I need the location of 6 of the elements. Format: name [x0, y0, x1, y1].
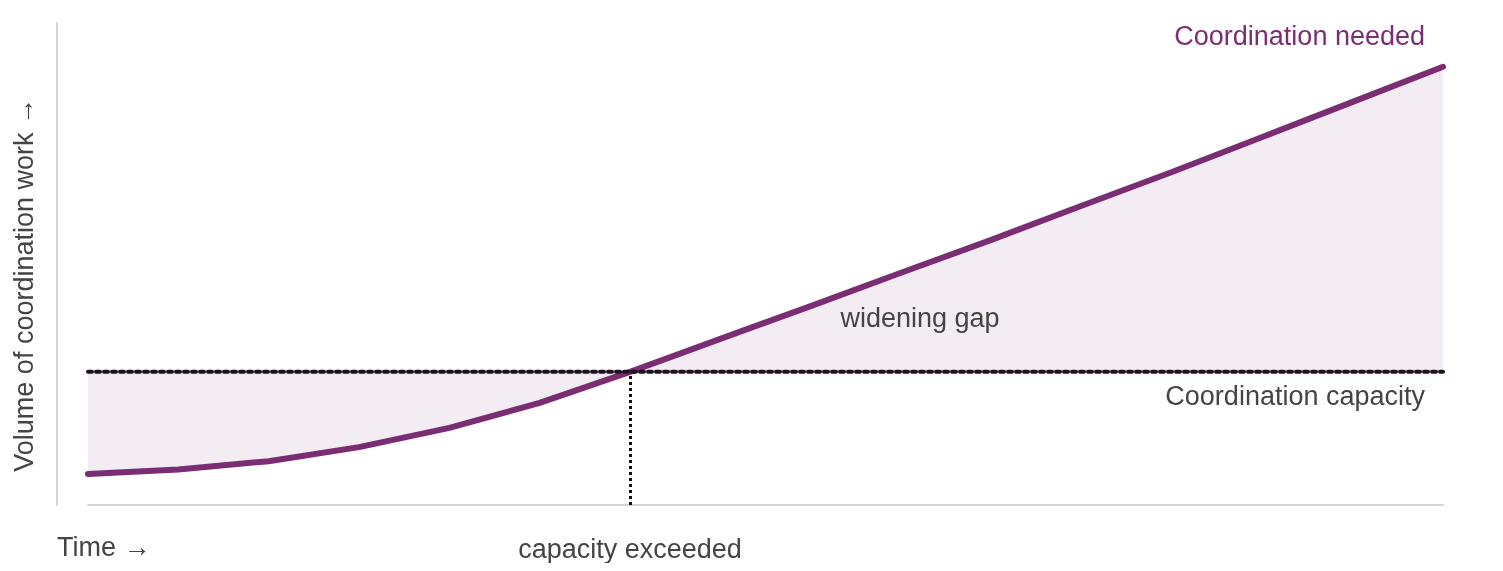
series-label: Coordination needed — [1174, 21, 1425, 52]
y-axis-title: Volume of coordination work → — [8, 97, 39, 472]
annotation: widening gap — [839, 303, 1000, 333]
x-axis-title: Time → — [57, 531, 151, 562]
series-label: Coordination capacity — [1165, 381, 1426, 412]
text: capacity exceeded — [518, 533, 742, 564]
